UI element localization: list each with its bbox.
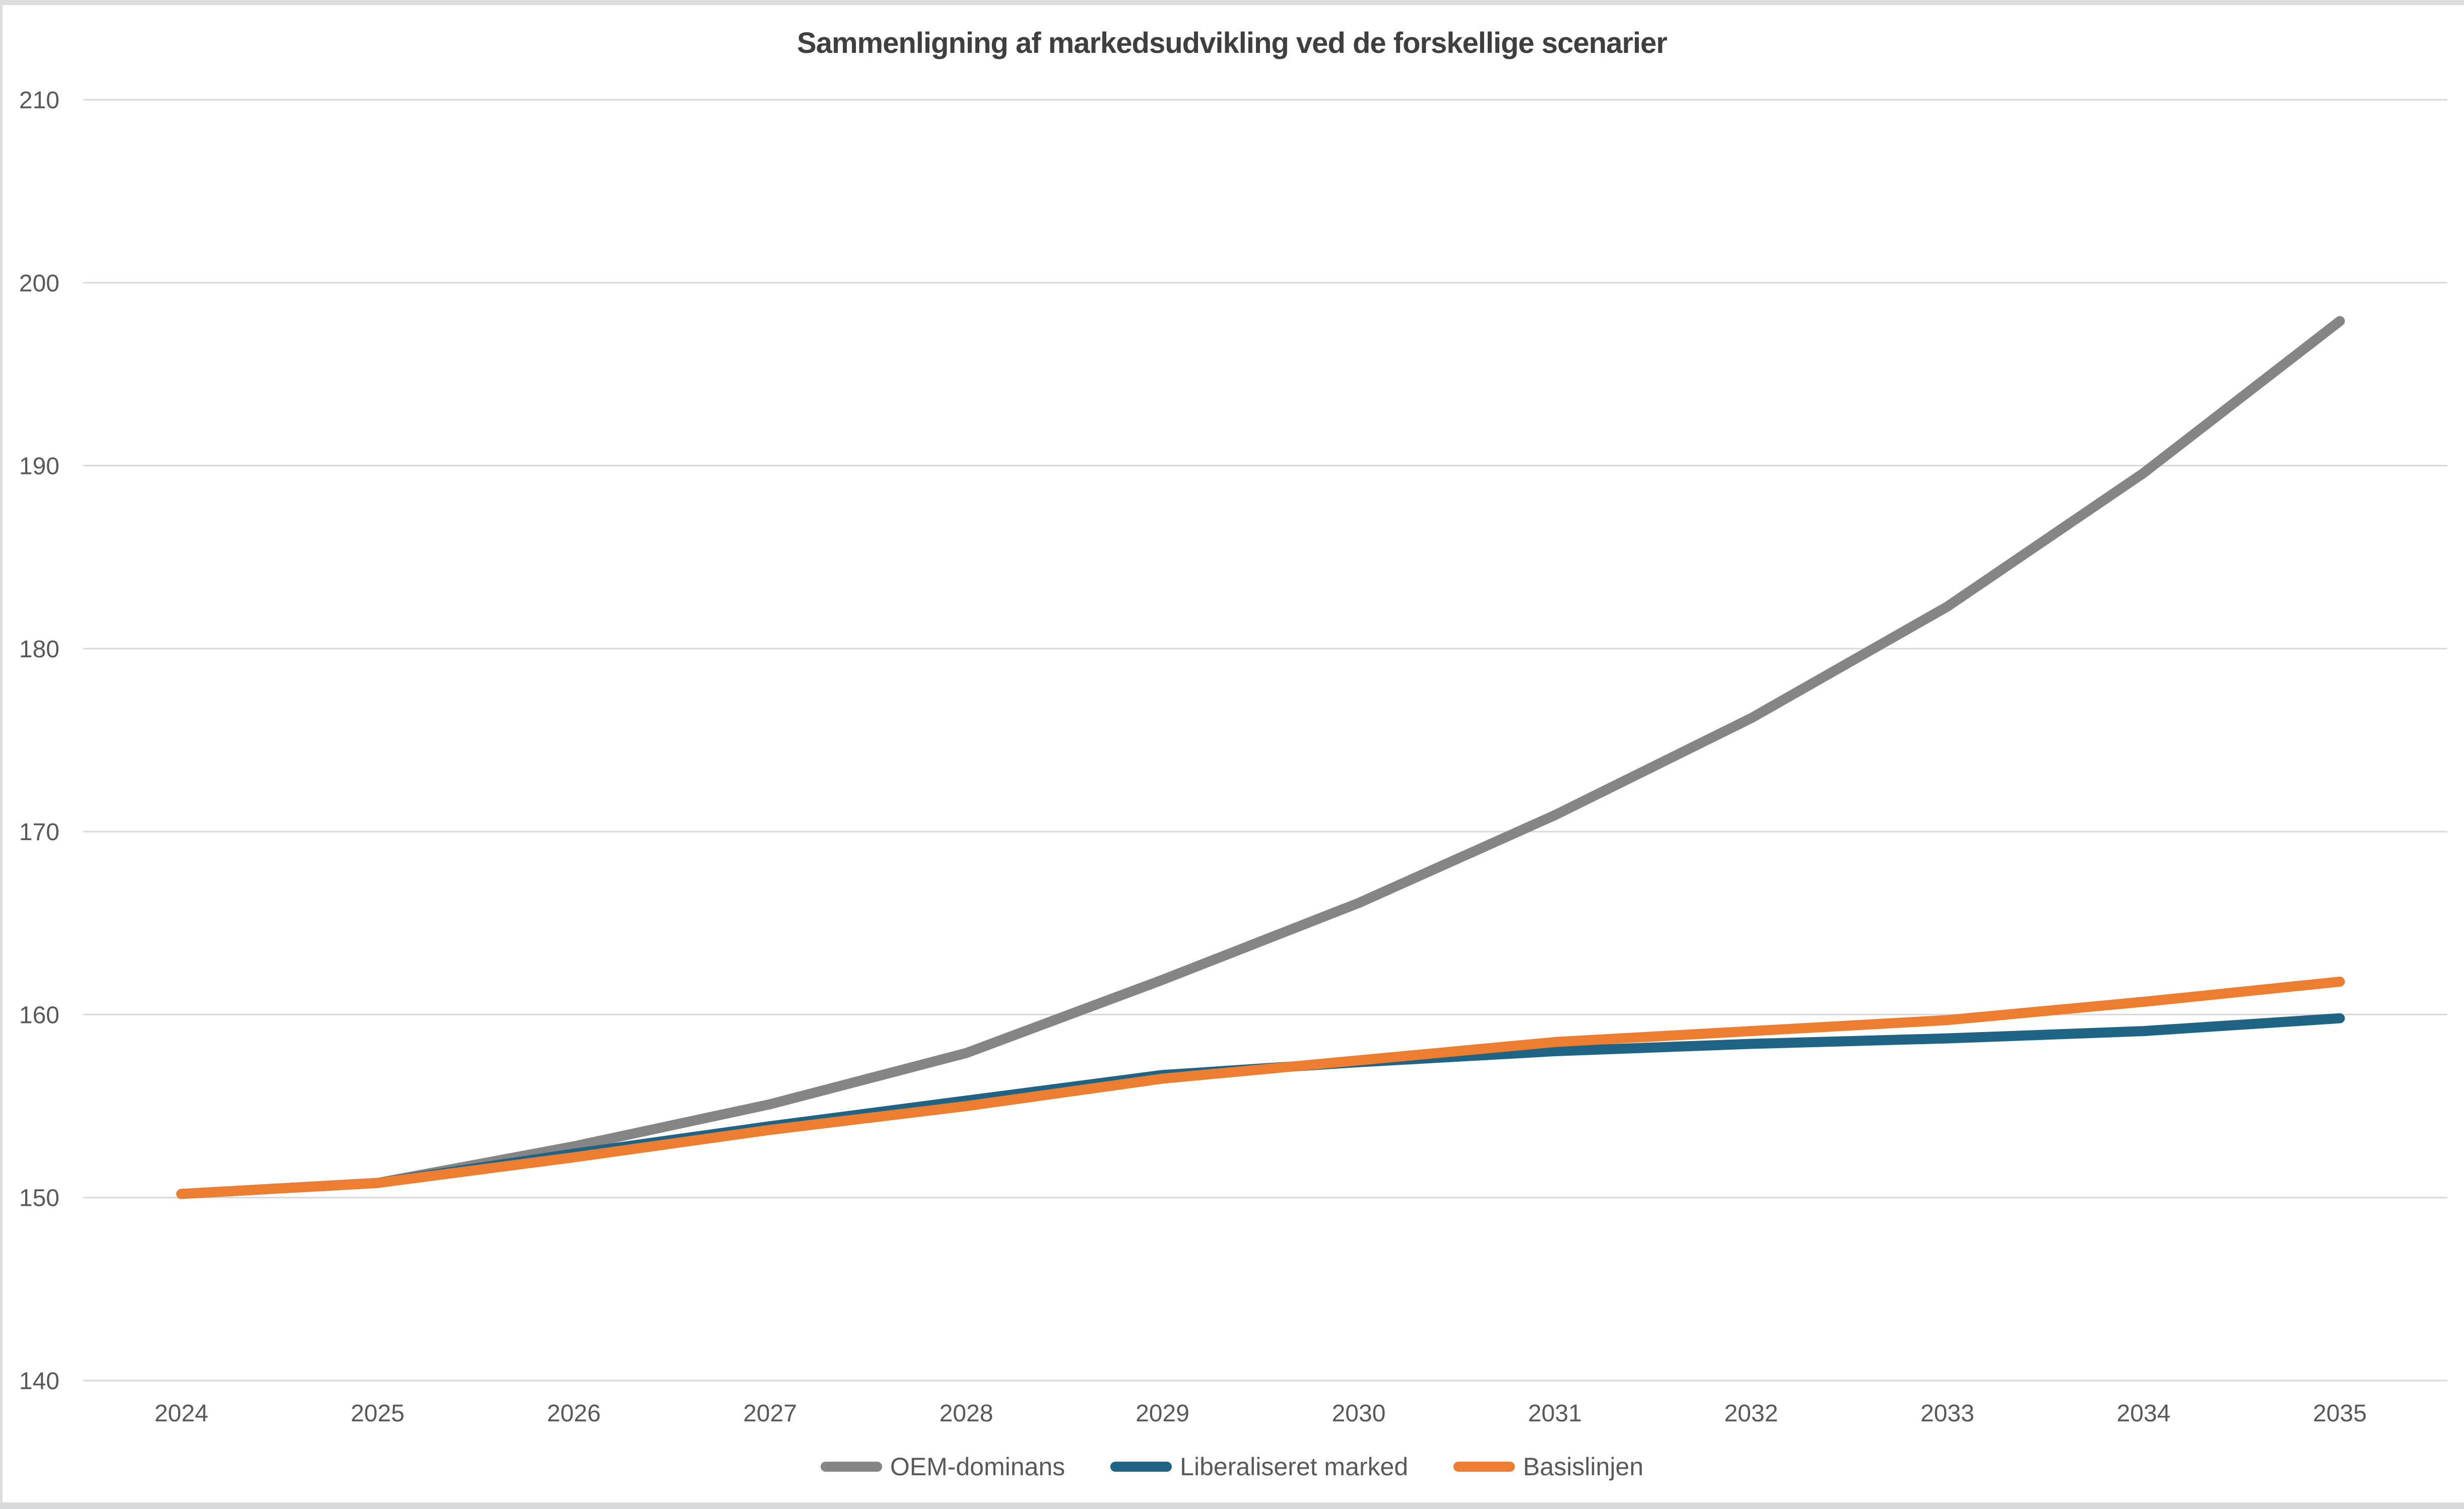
y-tick-label-160: 160 [19, 1002, 59, 1028]
legend-swatch-oem-dominans [820, 1462, 882, 1472]
x-tick-label-2029: 2029 [1136, 1400, 1189, 1427]
window-edge-left [0, 0, 3, 1509]
window-edge-bottom [0, 1502, 2464, 1509]
legend-item-basislinjen[interactable]: Basislinjen [1453, 1452, 1643, 1481]
x-tick-label-2026: 2026 [547, 1400, 601, 1427]
x-tick-label-2028: 2028 [940, 1400, 993, 1427]
y-tick-label-150: 150 [19, 1185, 59, 1212]
chart-legend: OEM-dominans Liberaliseret marked Basisl… [0, 1447, 2464, 1487]
x-tick-label-2034: 2034 [2117, 1400, 2171, 1427]
window-edge-top [0, 0, 2464, 5]
legend-swatch-liberaliseret-marked [1110, 1462, 1172, 1472]
legend-label-oem-dominans: OEM-dominans [890, 1453, 1065, 1481]
x-tick-label-2030: 2030 [1332, 1400, 1386, 1427]
y-tick-label-180: 180 [19, 636, 59, 663]
y-tick-label-200: 200 [19, 270, 59, 297]
y-tick-label-210: 210 [19, 87, 59, 114]
x-tick-label-2032: 2032 [1724, 1400, 1778, 1427]
legend-item-liberaliseret-marked[interactable]: Liberaliseret marked [1110, 1452, 1408, 1481]
series-line-oem-dominans[interactable] [176, 316, 2345, 1199]
series-line-basislinjen[interactable] [176, 977, 2345, 1199]
x-tick-label-2024: 2024 [155, 1400, 209, 1427]
x-tick-label-2031: 2031 [1528, 1400, 1582, 1427]
y-tick-label-190: 190 [19, 453, 59, 480]
chart-title: Sammenligning af markedsudvikling ved de… [797, 27, 1668, 59]
x-tick-label-2027: 2027 [743, 1400, 797, 1427]
y-tick-label-140: 140 [19, 1368, 59, 1395]
x-tick-label-2025: 2025 [351, 1400, 405, 1427]
y-tick-label-170: 170 [19, 819, 59, 846]
legend-label-basislinjen: Basislinjen [1523, 1453, 1644, 1481]
legend-swatch-basislinjen [1453, 1462, 1515, 1472]
legend-label-liberaliseret-marked: Liberaliseret marked [1180, 1453, 1409, 1481]
legend-item-oem-dominans[interactable]: OEM-dominans [820, 1452, 1065, 1481]
x-tick-label-2033: 2033 [1920, 1400, 1974, 1427]
x-tick-label-2035: 2035 [2313, 1400, 2367, 1427]
